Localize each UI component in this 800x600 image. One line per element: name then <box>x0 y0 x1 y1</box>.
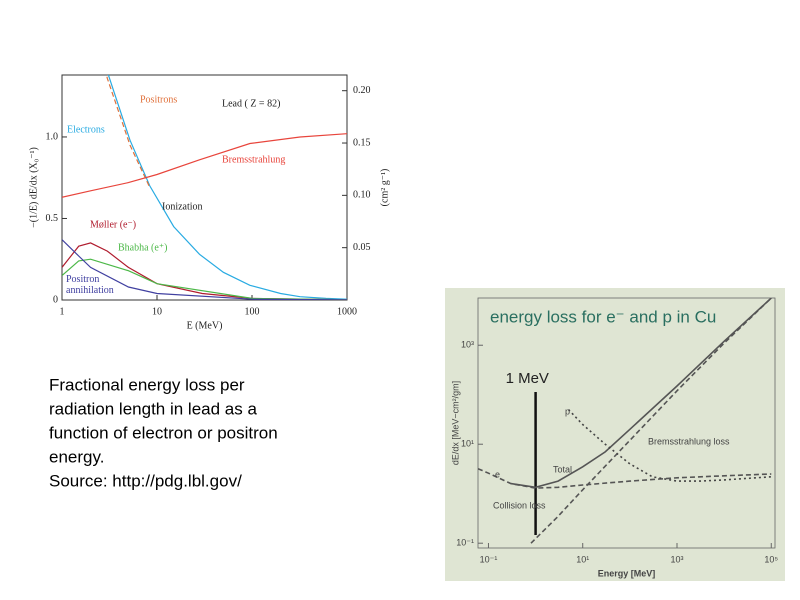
series-line <box>62 239 347 300</box>
series-label: Møller (e⁻) <box>90 219 136 230</box>
series-label: Total <box>553 464 572 474</box>
series-label: Positrons <box>140 94 177 105</box>
x-axis-label: Energy [MeV] <box>598 568 656 578</box>
marker-label: 1 MeV <box>506 370 549 387</box>
series-label: Bhabha (e⁺) <box>118 242 167 253</box>
x-tick-label: 100 <box>245 306 260 317</box>
series-label: Electrons <box>67 124 105 135</box>
caption-line: Fractional energy loss per <box>49 375 245 394</box>
series-line <box>62 242 347 300</box>
series-group <box>62 75 347 300</box>
series-label: p <box>565 406 570 416</box>
y-axis-label: dE/dx [MeV−cm²/gm] <box>450 381 460 465</box>
chart-lead: 1 10 100 1000 0 0.5 1.0 0.05 0.10 0.15 0.20 (cm² g⁻… <box>28 74 390 331</box>
y2-axis-label: (cm² g⁻¹) <box>379 169 390 207</box>
x-tick-label: 1000 <box>337 306 357 317</box>
y-tick-label: 10⁻¹ <box>456 538 474 548</box>
caption-line: function of electron or positron <box>49 423 278 442</box>
x-tick-label: 10¹ <box>576 554 589 564</box>
x-tick-label: 10³ <box>670 554 683 564</box>
plot-frame <box>61 74 348 301</box>
series-line <box>510 298 772 489</box>
y2-tick-label: 0.20 <box>353 85 371 96</box>
series-line <box>107 75 347 300</box>
x-tick-label: 10⁻¹ <box>480 554 498 564</box>
x-tick-label: 10⁵ <box>764 554 778 564</box>
y2-tick-label: 0.15 <box>353 137 371 148</box>
caption-line: radiation length in lead as a <box>49 399 257 418</box>
series-line <box>62 258 347 300</box>
series-label: Bremsstrahlung <box>222 154 285 165</box>
y-tick-label: 10³ <box>461 340 474 350</box>
y-tick-label: 0.5 <box>46 213 59 224</box>
x-axis-label: E (MeV) <box>187 320 223 331</box>
annotation: Ionization <box>162 201 203 212</box>
plot-frame <box>477 297 776 549</box>
y-tick-label: 1.0 <box>46 131 59 142</box>
x-tick-label: 10 <box>152 306 162 317</box>
series-label-text: Positron annihilation <box>66 274 114 296</box>
caption: Fractional energy loss per radiation leng… <box>49 375 278 490</box>
caption-line: Source: http://pdg.lbl.gov/ <box>49 471 242 490</box>
y-tick-label: 10¹ <box>461 439 474 449</box>
series-line <box>105 75 151 188</box>
chart-title: energy loss for e⁻ and p in Cu <box>490 307 716 326</box>
caption-line: energy. <box>49 447 104 466</box>
annotation: Lead ( Z = 82) <box>222 98 280 109</box>
y-axis-label: −(1/E) dE/dx (X₀⁻¹) <box>28 147 39 228</box>
series-label: Collision loss <box>493 500 546 510</box>
series-group <box>478 298 772 544</box>
x-tick-label: 1 <box>60 306 65 317</box>
series-label: Positron annihilation <box>66 274 114 296</box>
y2-tick-label: 0.05 <box>353 242 371 253</box>
y-tick-label: 0 <box>53 294 58 305</box>
annotation: e <box>495 469 500 479</box>
series-line <box>62 133 347 198</box>
series-line <box>567 409 772 482</box>
series-label: Bremsstrahlung loss <box>648 436 730 446</box>
y2-tick-label: 0.10 <box>353 190 371 201</box>
series-line <box>478 467 772 489</box>
chart-cu: 10⁻¹ 10¹ 10³ 10⁵ 10⁻¹ 10¹ 10³ Energy [MeV] dE/dx… <box>450 297 778 578</box>
